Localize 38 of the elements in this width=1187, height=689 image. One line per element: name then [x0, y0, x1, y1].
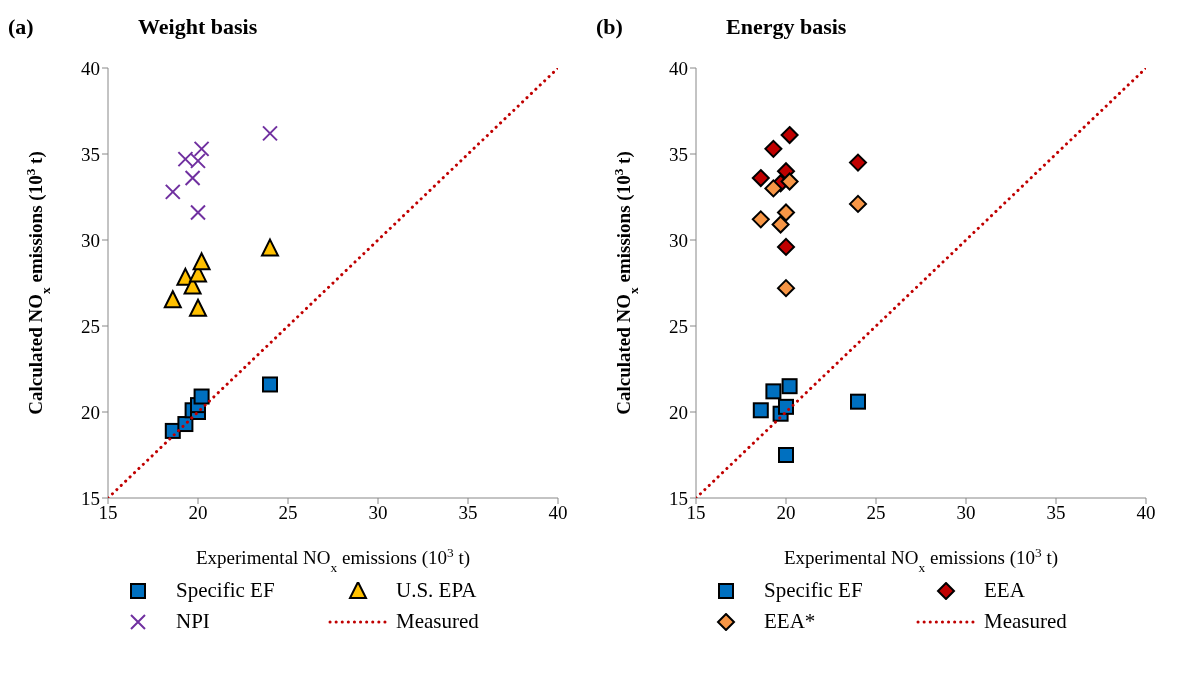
legend-label: EEA — [984, 578, 1025, 603]
text: (b) — [596, 14, 623, 40]
x-tick-label: 35 — [1046, 502, 1066, 524]
legend-label: EEA* — [764, 609, 816, 634]
x-tick-label: 25 — [278, 502, 298, 524]
x-tick-label: 40 — [548, 502, 568, 524]
y-tick-label: 35 — [669, 143, 688, 165]
y-tick-label: 20 — [669, 401, 688, 423]
y-tick-label: 15 — [81, 487, 100, 509]
chart-title: Energy basis — [726, 14, 847, 40]
y-tick-label: 40 — [669, 57, 688, 79]
legend-label: Measured — [396, 609, 479, 634]
x-tick-label: 30 — [368, 502, 388, 524]
y-tick-label: 35 — [81, 143, 100, 165]
y-tick-label: 15 — [669, 487, 688, 509]
x-tick-label: 20 — [776, 502, 796, 524]
y-tick-label: 40 — [81, 57, 100, 79]
legend-label: U.S. EPA — [396, 578, 477, 603]
legend-label: NPI — [176, 609, 210, 634]
legend-label: Specific EF — [764, 578, 863, 603]
x-tick-label: 15 — [98, 502, 118, 524]
y-tick-label: 30 — [669, 229, 688, 251]
legend-label: Measured — [984, 609, 1067, 634]
x-axis-title: Experimental NO$_{x}$ emissions (10$^{3}$ t) — [196, 544, 470, 575]
y-tick-label: 30 — [81, 229, 100, 251]
x-tick-label: 25 — [866, 502, 886, 524]
legend-label: Specific EF — [176, 578, 275, 603]
x-tick-label: 30 — [956, 502, 976, 524]
text: (a) — [8, 14, 34, 40]
chart-title: Weight basis — [138, 14, 258, 40]
x-axis-title: Experimental NO$_{x}$ emissions (10$^{3}$ t) — [784, 544, 1058, 575]
x-tick-label: 35 — [458, 502, 478, 524]
y-tick-label: 25 — [669, 315, 688, 337]
y-tick-label: 20 — [81, 401, 100, 423]
x-tick-label: 20 — [188, 502, 208, 524]
y-tick-label: 25 — [81, 315, 100, 337]
x-tick-label: 40 — [1136, 502, 1156, 524]
x-tick-label: 15 — [686, 502, 706, 524]
